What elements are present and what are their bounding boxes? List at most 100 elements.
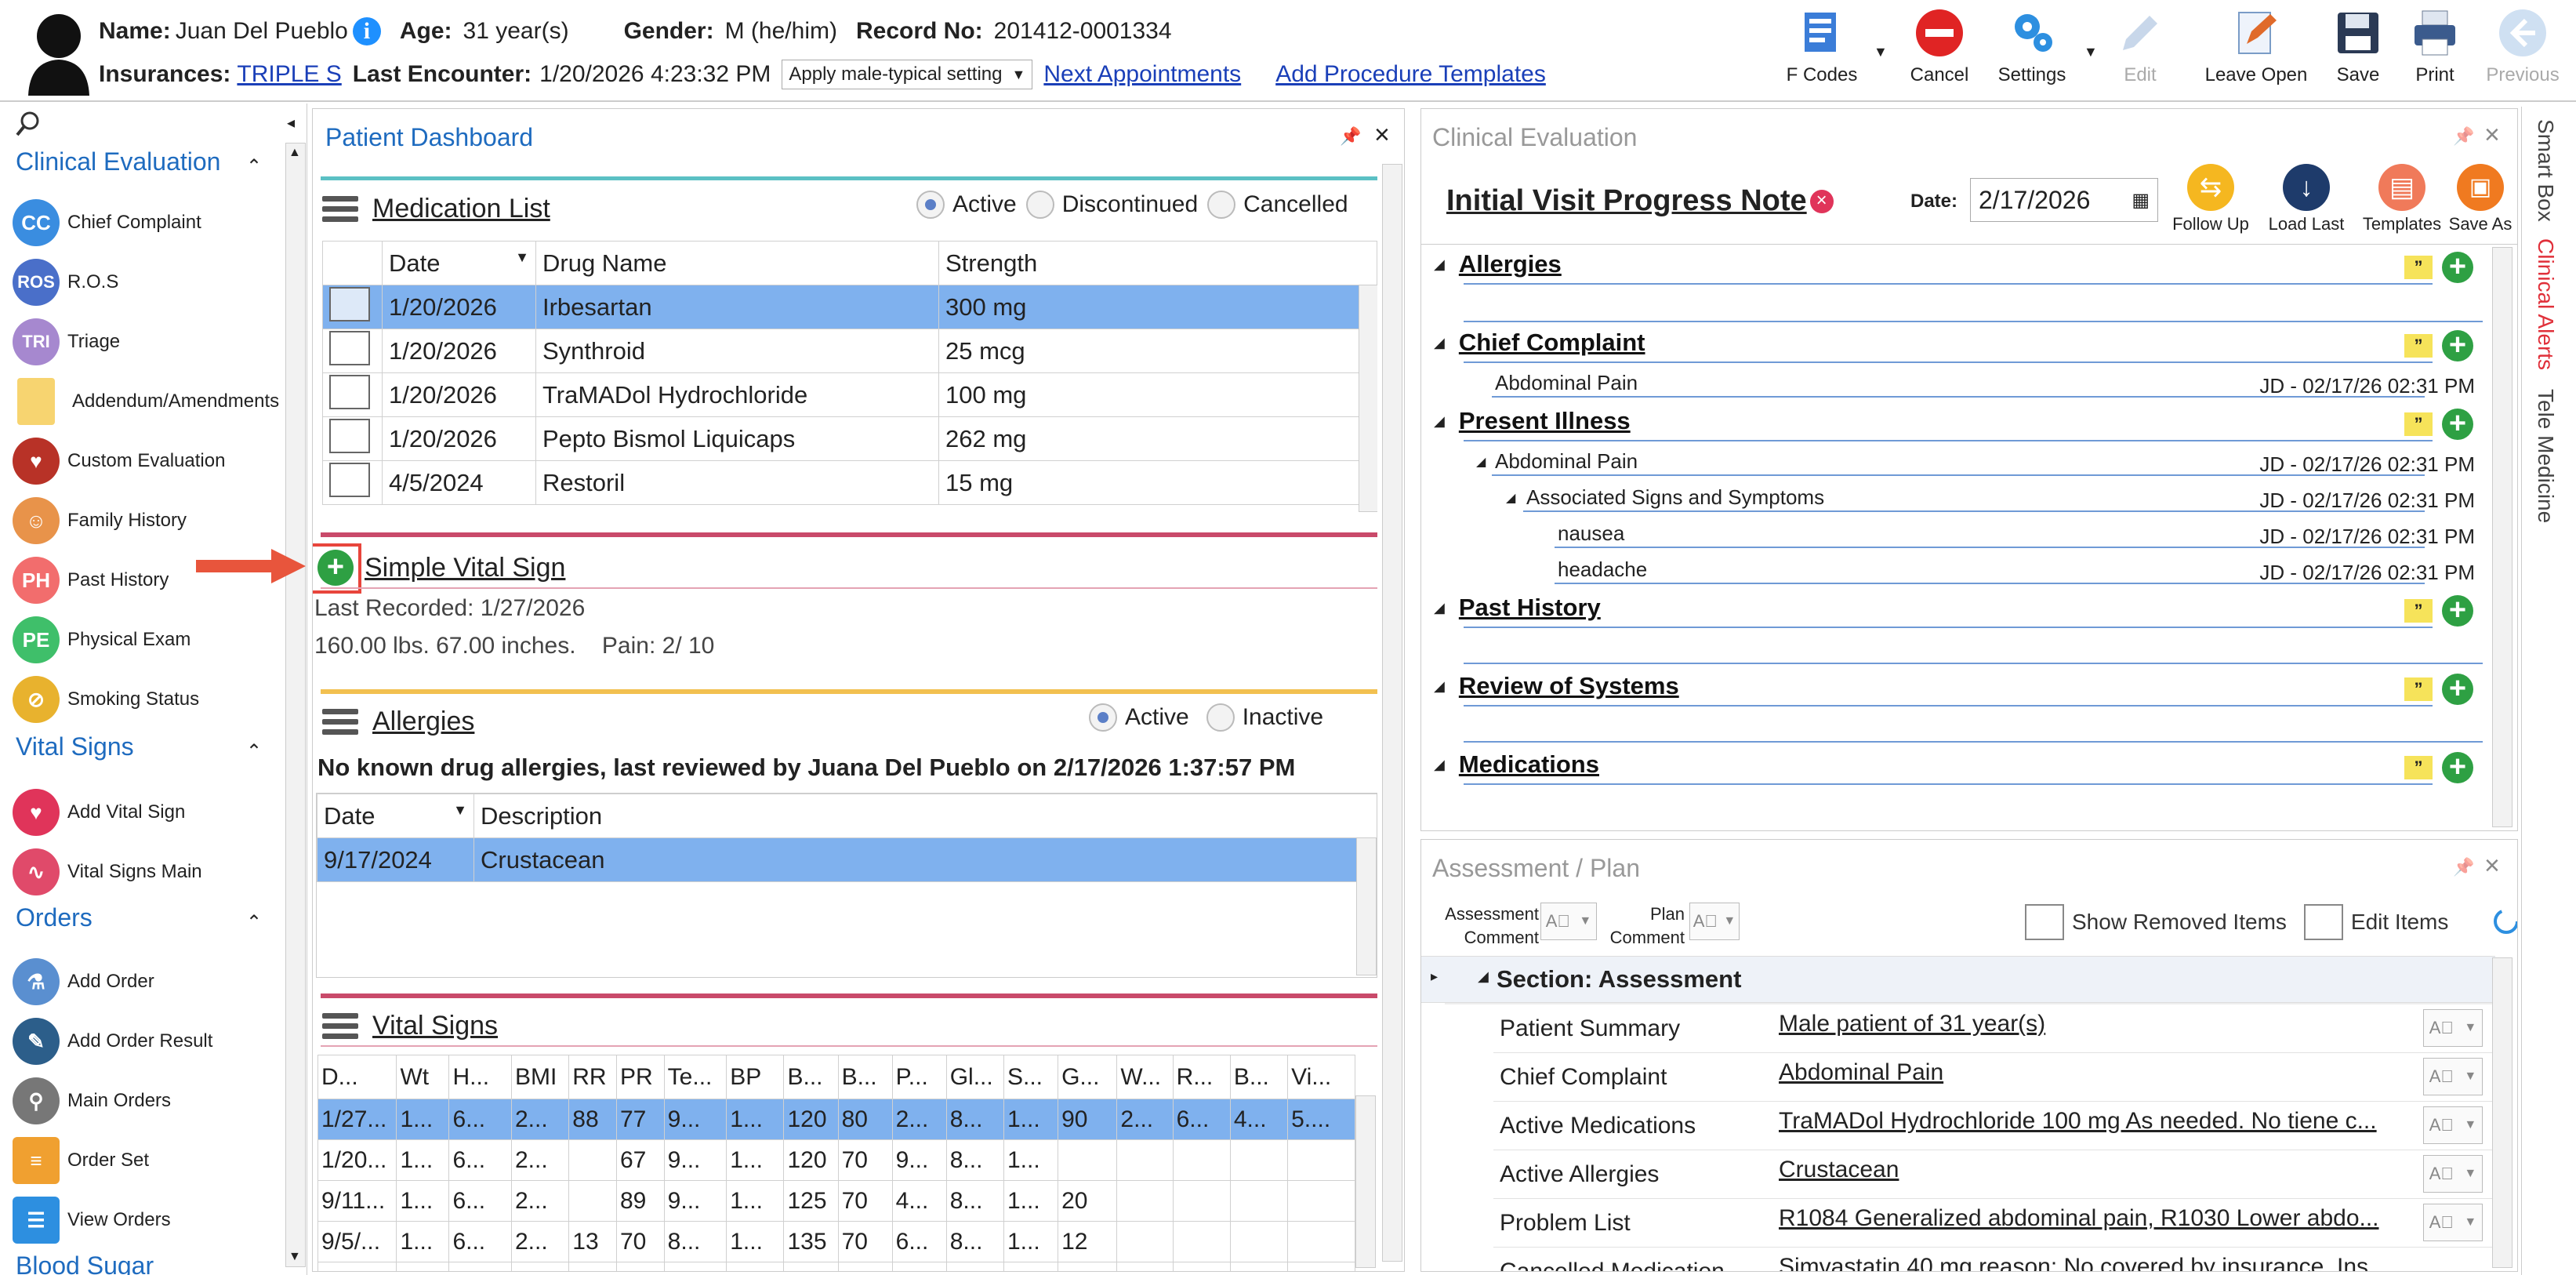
sidebar-item-view-orders[interactable]: ☰ View Orders <box>13 1197 171 1244</box>
allergies-scrollbar[interactable] <box>1356 837 1377 975</box>
pin-icon[interactable]: 📌 <box>2453 857 2475 877</box>
assessment-row[interactable]: Active Allergies Crustacean A⃞ ▼ <box>1493 1150 2494 1199</box>
add-icon[interactable]: + <box>2442 330 2473 361</box>
section-chief-complaint[interactable]: Chief Complaint <box>1458 329 1645 356</box>
tab-smart-box[interactable]: Smart Box <box>2534 119 2558 222</box>
filter-active-radio[interactable] <box>916 191 945 219</box>
filter-cancelled-radio[interactable] <box>1207 191 1236 219</box>
row-value[interactable]: Male patient of 31 year(s) <box>1779 1011 2046 1037</box>
settings-dropdown-icon[interactable]: ▼ <box>2084 44 2098 60</box>
row-format-dropdown[interactable]: A⃞ ▼ <box>2423 1058 2483 1095</box>
date-field[interactable]: 2/17/2026 ▦ <box>1970 178 2158 222</box>
add-icon[interactable]: + <box>2442 252 2473 283</box>
column-header[interactable]: Gl... <box>945 1055 1004 1099</box>
assoc-item[interactable]: Associated Signs and Symptoms <box>1526 485 1825 509</box>
sidebar-item-family-history[interactable]: ☺ Family History <box>13 497 187 544</box>
menu-icon[interactable] <box>322 708 358 736</box>
sidebar-item-vital-signs-main[interactable]: ∿ Vital Signs Main <box>13 848 202 895</box>
section-allergies[interactable]: Allergies <box>1458 250 1562 278</box>
pi-item[interactable]: Abdominal Pain <box>1495 449 1638 473</box>
sidebar-item-add-vital-sign[interactable]: ♥ Add Vital Sign <box>13 789 185 836</box>
column-header-date[interactable]: Date ▼ <box>317 794 474 838</box>
column-header[interactable]: B... <box>837 1055 893 1099</box>
section-present-illness[interactable]: Present Illness <box>1458 407 1631 434</box>
simple-vital-title[interactable]: Simple Vital Sign <box>365 553 566 583</box>
show-removed-checkbox[interactable] <box>2025 904 2064 940</box>
column-header[interactable]: H... <box>448 1055 512 1099</box>
info-icon[interactable]: i <box>352 17 381 45</box>
add-icon[interactable]: + <box>2442 409 2473 440</box>
table-row[interactable]: 1/20/2026 Synthroid 25 mcg <box>322 329 1377 373</box>
save-as-button[interactable]: ▣ Save As <box>2445 164 2516 234</box>
column-header[interactable]: Vi... <box>1287 1055 1355 1099</box>
close-icon[interactable]: × <box>1374 120 1390 150</box>
row-format-dropdown[interactable]: A⃞ ▼ <box>2423 1009 2483 1047</box>
scroll-up-icon[interactable]: ▲ <box>288 146 301 159</box>
collapse-icon[interactable]: ◢ <box>1476 456 1486 469</box>
sidebar-head-clinical-evaluation[interactable]: Clinical Evaluation <box>16 147 221 176</box>
settings-button[interactable]: Settings <box>1985 8 2079 86</box>
tab-clinical-alerts[interactable]: Clinical Alerts <box>2534 238 2558 371</box>
row-checkbox[interactable] <box>329 374 370 409</box>
section-past-history[interactable]: Past History <box>1458 594 1601 621</box>
row-value[interactable]: Crustacean <box>1779 1157 1899 1182</box>
vitals-scrollbar[interactable] <box>1355 1095 1376 1268</box>
row-checkbox[interactable] <box>329 418 370 453</box>
fcodes-button[interactable]: F Codes <box>1775 8 1869 86</box>
column-header[interactable]: W... <box>1116 1055 1174 1099</box>
table-row[interactable]: 1/20... 1... 6... 2... 67 9... 1... 120 70 9... 8.… <box>317 1139 1355 1181</box>
table-row[interactable]: 9/11... 1... 6... 2... 89 9... 1... 125 70 4... 8.… <box>317 1180 1355 1222</box>
column-header[interactable]: P... <box>891 1055 947 1099</box>
add-icon[interactable]: + <box>2442 595 2473 627</box>
sidebar-item-ros[interactable]: ROS R.O.S <box>13 259 118 306</box>
sidebar-item-add-order-result[interactable]: ✎ Add Order Result <box>13 1018 212 1065</box>
allergies-title[interactable]: Allergies <box>372 707 475 736</box>
row-value[interactable]: R1084 Generalized abdominal pain, R1030 … <box>1779 1205 2379 1231</box>
sidebar-head-blood-sugar[interactable]: Blood Sugar <box>16 1251 154 1275</box>
add-icon[interactable]: + <box>2442 752 2473 783</box>
assessment-row[interactable]: Chief Complaint Abdominal Pain A⃞ ▼ <box>1493 1053 2494 1102</box>
refresh-icon[interactable] <box>2491 906 2517 937</box>
save-button[interactable]: Save <box>2311 8 2405 86</box>
assessment-row[interactable]: Cancelled Medication Simvastatin 40 mg r… <box>1493 1248 2494 1271</box>
sidebar-item-smoking-status[interactable]: ⊘ Smoking Status <box>13 676 199 723</box>
collapse-icon[interactable]: ◢ <box>1506 492 1516 505</box>
collapse-icon[interactable]: ◢ <box>1434 599 1445 616</box>
plan-comment-dropdown[interactable]: A⃞ ▼ <box>1689 903 1740 940</box>
templates-button[interactable]: ▤ Templates <box>2359 164 2445 234</box>
assessment-row[interactable]: Active Medications TraMADol Hydrochlorid… <box>1493 1102 2494 1150</box>
add-simple-vital-button[interactable]: + <box>317 550 354 586</box>
collapse-sidebar-icon[interactable]: ◂ <box>287 114 296 132</box>
assessment-comment-dropdown[interactable]: A⃞ ▼ <box>1540 903 1597 940</box>
table-row[interactable]: 1/20/2026 TraMADol Hydrochloride 100 mg <box>322 372 1377 417</box>
sidebar-item-triage[interactable]: TRI Triage <box>13 318 120 365</box>
close-icon[interactable]: × <box>2484 851 2500 881</box>
add-procedure-templates-link[interactable]: Add Procedure Templates <box>1275 61 1546 87</box>
row-value[interactable]: TraMADol Hydrochloride 100 mg As needed.… <box>1779 1108 2377 1134</box>
sidebar-item-add-order[interactable]: ⚗ Add Order <box>13 958 154 1005</box>
table-row[interactable]: 4/5/2024 Restoril 15 mg <box>322 460 1377 505</box>
row-format-dropdown[interactable]: A⃞ ▼ <box>2423 1106 2483 1144</box>
sidebar-item-main-orders[interactable]: ⚲ Main Orders <box>13 1077 171 1124</box>
dashboard-scrollbar[interactable] <box>1382 164 1402 1262</box>
sidebar-head-vital-signs[interactable]: Vital Signs <box>16 732 134 761</box>
table-row[interactable]: 9/17/2024 Crustacean <box>317 837 1377 882</box>
assessment-row[interactable]: Patient Summary Male patient of 31 year(… <box>1493 1004 2494 1053</box>
column-header[interactable]: PR <box>615 1055 665 1099</box>
column-header[interactable]: Te... <box>663 1055 727 1099</box>
fcodes-dropdown-icon[interactable]: ▼ <box>1874 44 1888 60</box>
follow-up-button[interactable]: ⇆ Follow Up <box>2168 164 2254 234</box>
column-header-strength[interactable]: Strength <box>938 241 1377 285</box>
collapse-icon[interactable]: ◢ <box>1434 256 1445 272</box>
column-header[interactable]: RR <box>568 1055 617 1099</box>
assessment-row[interactable]: Problem List R1084 Generalized abdominal… <box>1493 1199 2494 1248</box>
row-format-dropdown[interactable]: A⃞ ▼ <box>2423 1204 2483 1241</box>
column-header[interactable]: B... <box>783 1055 839 1099</box>
row-checkbox[interactable] <box>329 462 370 497</box>
sidebar-item-addendum[interactable]: Addendum/Amendments <box>13 378 279 425</box>
comment-icon[interactable]: ” <box>2404 334 2433 358</box>
column-header[interactable]: R... <box>1172 1055 1231 1099</box>
column-header[interactable]: BP <box>726 1055 785 1099</box>
comment-icon[interactable]: ” <box>2404 677 2433 701</box>
vital-signs-title[interactable]: Vital Signs <box>372 1011 499 1041</box>
